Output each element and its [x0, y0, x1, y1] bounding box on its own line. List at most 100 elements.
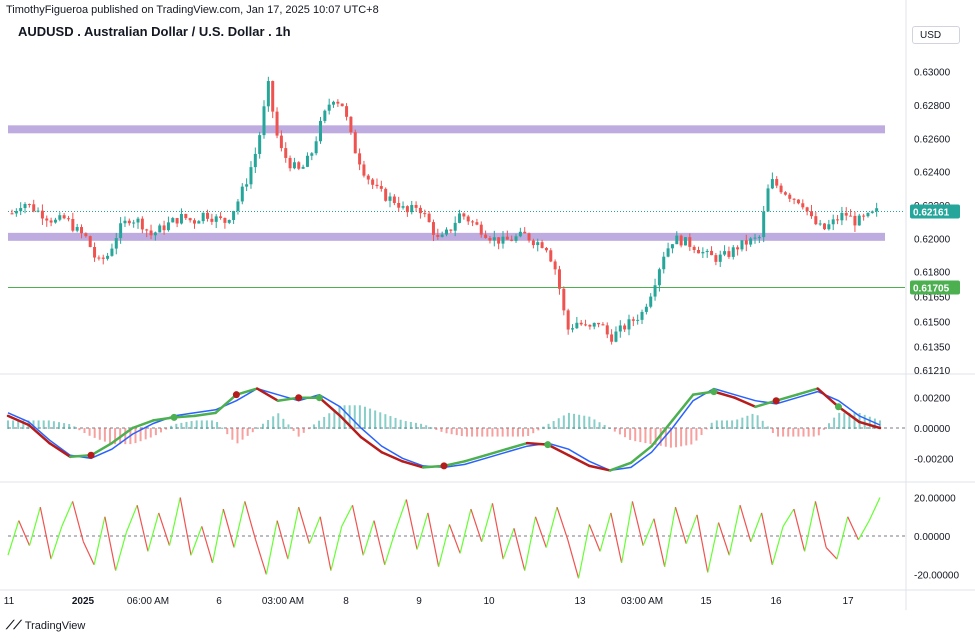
- macd-histogram-bar: [7, 420, 9, 429]
- candle-body: [857, 215, 861, 226]
- candle-body: [175, 218, 179, 224]
- macd-histogram-bar: [822, 428, 825, 430]
- candle-body: [49, 220, 53, 223]
- oscillator-segment: [739, 505, 752, 542]
- oscillator-segment: [760, 512, 773, 565]
- price-pane[interactable]: [8, 76, 905, 345]
- candle-body: [736, 247, 740, 250]
- macd-histogram-bar: [47, 420, 50, 429]
- candle-body: [27, 204, 31, 206]
- signal-line-segment: [712, 390, 736, 399]
- oscillator-segment: [685, 514, 698, 544]
- oscillator-segment: [577, 524, 590, 579]
- oscillator-segment: [82, 541, 95, 566]
- oscillator-segment: [599, 512, 612, 552]
- oscillator-segment: [394, 499, 407, 531]
- oscillator-segment: [190, 526, 203, 556]
- signal-line-segment: [567, 454, 591, 468]
- signal-line-segment: [401, 460, 425, 469]
- candle-body: [466, 216, 470, 222]
- macd-histogram-bar: [562, 415, 565, 429]
- candle-body: [271, 81, 275, 112]
- candle-body: [392, 196, 396, 204]
- candle-body: [101, 257, 105, 259]
- candle-body: [875, 208, 879, 212]
- oscillator-segment: [136, 505, 149, 552]
- price-label-tag: [910, 280, 960, 295]
- signal-line-segment: [214, 393, 238, 415]
- oscillator-segment: [222, 508, 235, 548]
- macd-histogram-bar: [205, 420, 208, 429]
- candle-body: [345, 106, 349, 117]
- time-tick-label: 03:00 AM: [621, 596, 663, 607]
- candle-body: [414, 204, 418, 208]
- macd-histogram-bar: [618, 428, 621, 435]
- macd-histogram-bar: [12, 420, 15, 429]
- macd-histogram-bar: [404, 421, 407, 429]
- macd-histogram-bar: [455, 428, 458, 436]
- oscillator-pane[interactable]: [7, 497, 905, 579]
- candle-body: [853, 215, 857, 226]
- candle-body: [501, 236, 505, 244]
- price-tick-label: 0.61500: [914, 318, 951, 329]
- macd-histogram-bar: [817, 428, 820, 436]
- signal-line-segment: [505, 441, 529, 451]
- candle-body: [171, 218, 175, 223]
- macd-histogram-bar: [312, 424, 315, 429]
- oscillator-segment: [39, 507, 52, 560]
- macd-histogram-bar: [654, 428, 657, 445]
- candle-body: [657, 269, 661, 286]
- signal-line-segment: [338, 414, 363, 439]
- macd-histogram-bar: [323, 416, 326, 429]
- candle-body: [536, 242, 540, 246]
- candle-body: [240, 186, 244, 202]
- oscillator-segment: [621, 501, 633, 564]
- symbol-title[interactable]: AUDUSD . Australian Dollar / U.S. Dollar…: [18, 24, 291, 39]
- macd-histogram-bar: [460, 428, 463, 437]
- macd-histogram-bar: [486, 428, 489, 437]
- macd-histogram-bar: [226, 428, 229, 435]
- macd-histogram-bar: [165, 428, 168, 430]
- macd-histogram-bar: [578, 414, 581, 429]
- candle-body: [58, 215, 62, 220]
- oscillator-segment: [696, 514, 709, 573]
- currency-selector[interactable]: USD: [912, 26, 960, 44]
- candle-body: [549, 250, 553, 262]
- signal-line-segment: [608, 461, 633, 472]
- crossover-dot: [772, 397, 780, 405]
- candle-body: [809, 211, 813, 217]
- price-tick-label: 0.62000: [914, 234, 951, 245]
- candle-body: [727, 251, 731, 257]
- macd-histogram-bar: [353, 405, 356, 429]
- candle-body: [510, 239, 514, 241]
- macd-histogram-bar: [282, 418, 285, 429]
- oscillator-segment: [384, 530, 397, 566]
- candle-body: [97, 257, 101, 259]
- time-tick-label: 17: [842, 596, 854, 607]
- macd-histogram-bar: [185, 421, 188, 429]
- candle-body: [623, 325, 627, 330]
- macd-histogram-bar: [333, 409, 336, 429]
- macd-histogram-bar: [420, 423, 423, 429]
- oscillator-segment: [857, 520, 870, 541]
- candle-body: [458, 213, 462, 223]
- signal-line-segment: [110, 426, 134, 445]
- oscillator-segment: [244, 501, 257, 541]
- candle-body: [236, 201, 240, 211]
- macd-histogram-bar: [389, 416, 392, 429]
- oscillator-segment: [491, 503, 504, 560]
- macd-histogram-bar: [302, 428, 305, 433]
- macd-histogram-bar: [93, 428, 96, 438]
- oscillator-segment: [782, 508, 795, 527]
- oscillator-segment: [287, 507, 300, 560]
- macd-pane[interactable]: [6, 387, 905, 472]
- signal-line-segment: [733, 396, 757, 409]
- crossover-dot: [710, 388, 718, 396]
- oscillator-segment: [728, 505, 741, 556]
- macd-histogram-bar: [277, 413, 280, 429]
- footer-brand[interactable]: ⟋⟋ TradingView: [6, 618, 85, 633]
- macd-histogram-bar: [78, 428, 81, 431]
- candle-body: [505, 236, 509, 240]
- candle-body: [484, 234, 488, 239]
